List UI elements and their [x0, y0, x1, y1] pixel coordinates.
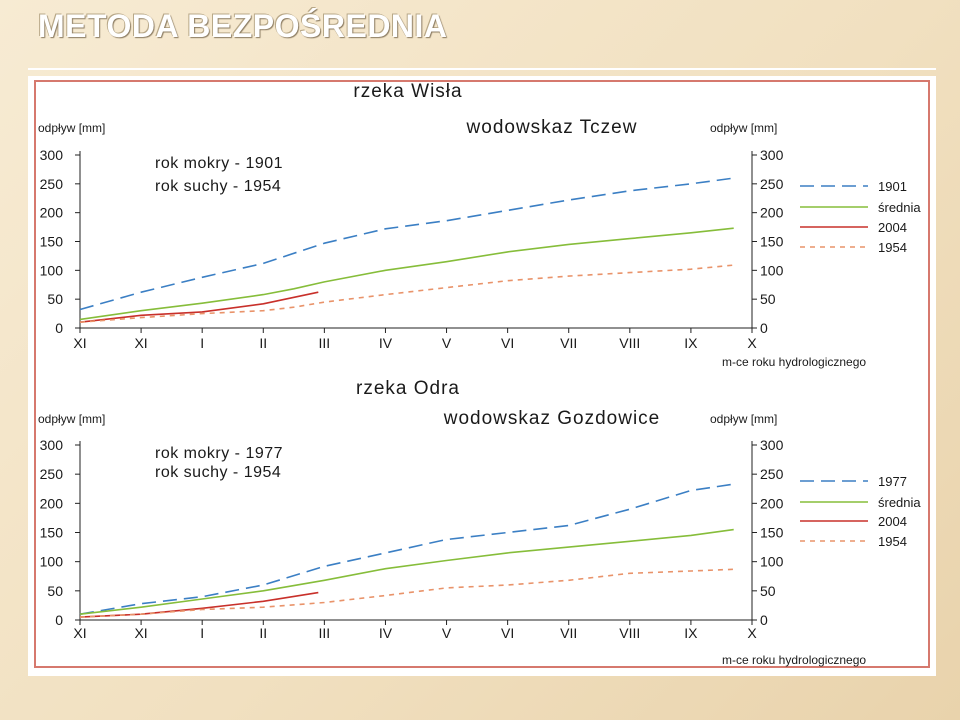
- left-axis-label: odpływ [mm]: [38, 121, 105, 135]
- x-tick-label: V: [442, 625, 452, 641]
- right-y-tick-label: 50: [760, 291, 776, 307]
- right-y-tick-label: 0: [760, 612, 768, 628]
- x-tick-label: VI: [501, 335, 514, 351]
- annotation-wet-year: rok mokry - 1901: [155, 155, 283, 172]
- x-tick-label: VIII: [619, 625, 640, 641]
- series-line-1977: [79, 483, 734, 615]
- title-divider: [28, 68, 936, 70]
- annotation-wet-year: rok mokry - 1977: [155, 445, 283, 462]
- right-y-tick-label: 0: [760, 320, 768, 336]
- right-y-tick-label: 200: [760, 495, 784, 511]
- x-tick-label: II: [259, 625, 267, 641]
- left-y-tick-label: 250: [40, 466, 64, 482]
- series-line-1954: [79, 568, 734, 618]
- right-y-tick-label: 150: [760, 525, 784, 541]
- legend-label: średnia: [878, 200, 921, 215]
- x-tick-label: IV: [379, 625, 393, 641]
- right-y-tick-label: 200: [760, 205, 784, 221]
- x-tick-label: VII: [560, 335, 577, 351]
- x-tick-label: IX: [684, 625, 698, 641]
- x-axis-label: m-ce roku hydrologicznego: [722, 653, 866, 667]
- left-y-tick-label: 100: [40, 554, 64, 570]
- left-y-tick-label: 300: [40, 147, 64, 163]
- x-tick-label: XI: [73, 625, 86, 641]
- right-y-tick-label: 100: [760, 554, 784, 570]
- right-axis-label: odpływ [mm]: [710, 121, 777, 135]
- series-line-1901: [79, 177, 734, 311]
- legend-label: 1954: [878, 240, 907, 255]
- series-line-2004: [79, 591, 319, 618]
- legend-label: 2004: [878, 220, 907, 235]
- left-y-tick-label: 100: [40, 262, 64, 278]
- series-line-2004: [79, 291, 319, 323]
- right-y-tick-label: 300: [760, 147, 784, 163]
- annotation-dry-year: rok suchy - 1954: [155, 178, 281, 195]
- x-tick-label: VIII: [619, 335, 640, 351]
- x-tick-label: IV: [379, 335, 393, 351]
- x-tick-label: XI: [73, 335, 86, 351]
- x-tick-label: I: [200, 625, 204, 641]
- chart-title: rzeka Wisła: [353, 81, 462, 102]
- legend-label: 1977: [878, 474, 907, 489]
- chart-panel-2: rzeka Odra wodowskaz Gozdowice odpływ [mm]…: [38, 378, 921, 667]
- x-tick-label: IX: [684, 335, 698, 351]
- legend-label: 1901: [878, 179, 907, 194]
- x-tick-label: X: [747, 335, 757, 351]
- legend-label: średnia: [878, 495, 921, 510]
- left-y-tick-label: 150: [40, 525, 64, 541]
- left-y-tick-label: 50: [47, 291, 63, 307]
- figure-border: [34, 80, 930, 668]
- chart-subtitle: wodowskaz Tczew: [466, 117, 638, 138]
- chart-title: rzeka Odra: [356, 378, 460, 399]
- x-tick-label: VI: [501, 625, 514, 641]
- legend-label: 2004: [878, 514, 907, 529]
- series-line-średnia: [79, 227, 734, 321]
- left-y-tick-label: 150: [40, 234, 64, 250]
- right-y-tick-label: 150: [760, 234, 784, 250]
- left-y-tick-label: 50: [47, 583, 63, 599]
- left-y-tick-label: 300: [40, 437, 64, 453]
- x-tick-label: XI: [134, 335, 147, 351]
- x-tick-label: II: [259, 335, 267, 351]
- left-y-tick-label: 0: [55, 320, 63, 336]
- left-y-tick-label: 200: [40, 205, 64, 221]
- left-axis-label: odpływ [mm]: [38, 412, 105, 426]
- chart-subtitle: wodowskaz Gozdowice: [443, 408, 660, 429]
- left-y-tick-label: 0: [55, 612, 63, 628]
- x-tick-label: VII: [560, 625, 577, 641]
- x-tick-label: X: [747, 625, 757, 641]
- left-y-tick-label: 250: [40, 176, 64, 192]
- right-y-tick-label: 50: [760, 583, 776, 599]
- x-tick-label: XI: [134, 625, 147, 641]
- x-tick-label: III: [319, 625, 331, 641]
- left-y-tick-label: 200: [40, 495, 64, 511]
- x-tick-label: V: [442, 335, 452, 351]
- x-axis-label: m-ce roku hydrologicznego: [722, 355, 866, 369]
- right-y-tick-label: 250: [760, 176, 784, 192]
- right-y-tick-label: 300: [760, 437, 784, 453]
- series-line-średnia: [79, 528, 734, 615]
- series-line-1954: [79, 264, 734, 323]
- legend-label: 1954: [878, 534, 907, 549]
- x-tick-label: III: [319, 335, 331, 351]
- right-y-tick-label: 250: [760, 466, 784, 482]
- annotation-dry-year: rok suchy - 1954: [155, 464, 281, 481]
- slide-title: METODA BEZPOŚREDNIA: [38, 8, 448, 44]
- right-y-tick-label: 100: [760, 262, 784, 278]
- x-tick-label: I: [200, 335, 204, 351]
- right-axis-label: odpływ [mm]: [710, 412, 777, 426]
